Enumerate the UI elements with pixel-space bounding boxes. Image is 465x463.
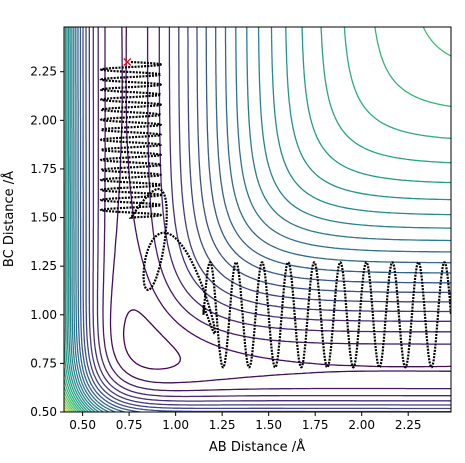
y-tick-label: 1.50 bbox=[30, 211, 57, 225]
contour-lines bbox=[64, 27, 451, 412]
x-tick-label: 1.25 bbox=[209, 418, 236, 432]
contour-level bbox=[85, 27, 451, 410]
y-tick-label: 2.00 bbox=[30, 113, 57, 127]
x-tick-label: 2.25 bbox=[395, 418, 422, 432]
x-tick-label: 1.75 bbox=[302, 418, 329, 432]
y-tick-label: 1.00 bbox=[30, 308, 57, 322]
y-tick-label: 2.25 bbox=[30, 65, 57, 79]
start-marker bbox=[123, 58, 132, 66]
x-tick-label: 1.50 bbox=[255, 418, 282, 432]
contour-level bbox=[122, 309, 182, 370]
contour-level bbox=[73, 27, 451, 412]
contour-level bbox=[102, 27, 451, 392]
plot-frame bbox=[63, 26, 452, 413]
start-marker-stroke bbox=[123, 58, 132, 66]
x-axis-label: AB Distance /Å bbox=[209, 439, 305, 455]
contour-level bbox=[66, 27, 451, 412]
x-tick-label: 0.50 bbox=[69, 418, 96, 432]
trajectory bbox=[99, 60, 451, 369]
y-axis-label: BC Distance /Å bbox=[1, 171, 17, 267]
contour-level bbox=[67, 27, 451, 412]
y-axis-ticks: 0.50 0.75 1.00 1.25 1.50 1.75 2.00 2.25 bbox=[30, 65, 64, 419]
contour-level bbox=[96, 27, 451, 398]
y-tick-label: 0.75 bbox=[30, 356, 57, 370]
contour-level bbox=[79, 27, 451, 412]
x-tick-label: 2.00 bbox=[348, 418, 375, 432]
contour-level bbox=[64, 27, 451, 412]
contour-level bbox=[92, 27, 451, 402]
contour-level bbox=[64, 27, 451, 412]
x-tick-label: 0.75 bbox=[116, 418, 143, 432]
contour-level bbox=[64, 396, 75, 412]
y-tick-label: 0.50 bbox=[30, 405, 57, 419]
contour-level bbox=[64, 403, 71, 412]
x-tick-label: 1.00 bbox=[162, 418, 189, 432]
contour-level bbox=[69, 27, 451, 412]
contour-level bbox=[64, 27, 451, 412]
x-axis-ticks: 0.50 0.75 1.00 1.25 1.50 1.75 2.00 2.25 bbox=[69, 412, 422, 432]
y-tick-label: 1.75 bbox=[30, 162, 57, 176]
y-tick-label: 1.25 bbox=[30, 259, 57, 273]
contour-level bbox=[64, 391, 77, 412]
contour-level bbox=[88, 27, 451, 406]
contour-level bbox=[71, 27, 451, 412]
contour-level bbox=[75, 27, 451, 412]
trajectory-path bbox=[99, 60, 451, 369]
